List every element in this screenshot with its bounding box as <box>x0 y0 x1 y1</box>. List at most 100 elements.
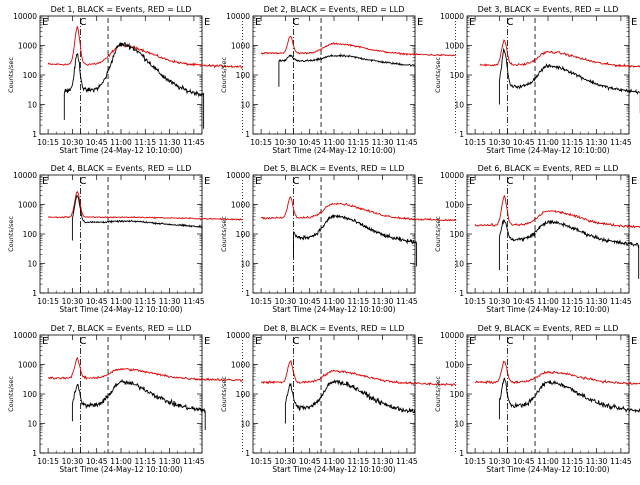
x-tick-label: 11:45 <box>183 457 205 466</box>
y-tick-label: 10 <box>27 101 37 110</box>
y-tick-label: 1 <box>245 449 250 458</box>
panel-9: Det 9, BLACK = Events, RED = LLD 1 10 100 10… <box>434 324 640 474</box>
plot-frame <box>252 15 416 135</box>
x-tick-label: 10:45 <box>86 297 108 306</box>
series-lld-line <box>47 356 243 383</box>
x-tick-label: 10:45 <box>513 138 535 147</box>
x-tick-label: 10:15 <box>464 457 486 466</box>
interval-mark: C <box>80 176 87 187</box>
x-tick-label: 10:15 <box>37 457 59 466</box>
y-tick-label: 10000 <box>13 12 37 21</box>
y-tick-label: 100 <box>450 390 465 399</box>
interval-mark: E <box>204 336 210 347</box>
x-tick-label: 11:45 <box>396 297 418 306</box>
y-tick-label: 10 <box>240 420 250 429</box>
interval-mark: E <box>255 176 261 187</box>
interval-mark: E <box>255 17 261 28</box>
series-lld-line <box>260 35 456 57</box>
x-tick-label: 11:00 <box>323 297 345 306</box>
panel-title: Det 3, BLACK = Events, RED = LLD <box>478 5 619 14</box>
y-tick-label: 10 <box>454 101 464 110</box>
y-tick-label: 1000 <box>231 361 250 370</box>
x-tick-label: 11:15 <box>561 457 583 466</box>
x-tick-label: 11:45 <box>396 457 418 466</box>
plot-frame <box>39 334 203 454</box>
x-tick-label: 11:15 <box>561 297 583 306</box>
x-tick-label: 10:45 <box>86 138 108 147</box>
panel-2: Det 2, BLACK = Events, RED = LLD 1 10 100 10… <box>220 5 456 155</box>
y-tick-label: 1000 <box>18 201 37 210</box>
panel-4: Det 4, BLACK = Events, RED = LLD 1 10 100 10… <box>7 164 243 314</box>
y-axis-label: Counts/sec <box>220 216 228 252</box>
x-tick-label: 11:15 <box>134 138 156 147</box>
x-tick-label: 11:15 <box>347 138 369 147</box>
x-axis-label: Start Time (24-May-12 10:10:00) <box>486 146 609 155</box>
interval-mark: E <box>417 176 423 187</box>
x-tick-label: 11:45 <box>610 297 632 306</box>
interval-mark: E <box>469 17 475 28</box>
x-tick-label: 10:45 <box>513 457 535 466</box>
x-tick-label: 10:30 <box>275 297 297 306</box>
x-tick-label: 10:15 <box>464 297 486 306</box>
x-tick-label: 11:45 <box>396 138 418 147</box>
interval-mark: E <box>42 176 48 187</box>
series-events-line <box>63 41 205 129</box>
interval-mark: C <box>507 17 514 28</box>
interval-mark: E <box>469 176 475 187</box>
interval-mark: C <box>80 17 87 28</box>
series-events-line <box>498 47 640 114</box>
y-tick-label: 10000 <box>440 171 464 180</box>
y-tick-label: 100 <box>23 390 38 399</box>
x-tick-label: 11:30 <box>372 457 394 466</box>
x-tick-label: 10:45 <box>513 297 535 306</box>
interval-mark: C <box>293 176 300 187</box>
x-tick-label: 11:30 <box>372 297 394 306</box>
series-events-line <box>71 378 206 430</box>
y-tick-label: 10000 <box>226 12 250 21</box>
x-tick-label: 11:15 <box>134 457 156 466</box>
x-axis-label: Start Time (24-May-12 10:10:00) <box>272 465 395 474</box>
y-tick-label: 10000 <box>13 171 37 180</box>
x-tick-label: 11:00 <box>537 457 559 466</box>
interval-mark: E <box>631 176 637 187</box>
interval-mark: C <box>80 336 87 347</box>
x-axis-label: Start Time (24-May-12 10:10:00) <box>272 305 395 314</box>
panel-5: Det 5, BLACK = Events, RED = LLD 1 10 100 10… <box>220 164 456 314</box>
series-events-line <box>284 379 416 433</box>
panel-6: Det 6, BLACK = Events, RED = LLD 1 10 100 10… <box>434 164 640 314</box>
x-tick-label: 10:30 <box>489 297 511 306</box>
x-axis-label: Start Time (24-May-12 10:10:00) <box>486 305 609 314</box>
y-tick-label: 100 <box>450 230 465 239</box>
x-tick-label: 11:00 <box>323 457 345 466</box>
x-axis-label: Start Time (24-May-12 10:10:00) <box>59 146 182 155</box>
x-tick-label: 10:45 <box>299 138 321 147</box>
x-tick-label: 10:15 <box>37 138 59 147</box>
interval-mark: E <box>631 17 637 28</box>
x-tick-label: 11:30 <box>586 457 608 466</box>
y-tick-label: 10 <box>240 101 250 110</box>
interval-mark: E <box>469 336 475 347</box>
interval-mark: C <box>507 176 514 187</box>
plot-frame <box>39 174 203 294</box>
x-tick-label: 10:30 <box>275 457 297 466</box>
panel-title: Det 9, BLACK = Events, RED = LLD <box>478 324 619 333</box>
y-tick-label: 1000 <box>231 201 250 210</box>
series-events-line <box>278 53 416 96</box>
y-axis-label: Counts/sec <box>220 376 228 412</box>
x-tick-label: 10:30 <box>62 297 84 306</box>
x-tick-label: 11:00 <box>110 138 132 147</box>
y-tick-label: 1 <box>459 449 464 458</box>
x-tick-label: 10:30 <box>62 138 84 147</box>
x-tick-label: 10:45 <box>299 297 321 306</box>
plot-frame <box>252 334 416 454</box>
panel-title: Det 1, BLACK = Events, RED = LLD <box>51 5 192 14</box>
x-tick-label: 11:45 <box>183 138 205 147</box>
x-tick-label: 10:15 <box>250 457 272 466</box>
x-tick-label: 10:45 <box>299 457 321 466</box>
plot-frame <box>466 15 630 135</box>
x-tick-label: 11:00 <box>110 457 132 466</box>
x-tick-label: 11:45 <box>183 297 205 306</box>
y-tick-label: 10 <box>27 420 37 429</box>
x-tick-label: 11:00 <box>537 138 559 147</box>
